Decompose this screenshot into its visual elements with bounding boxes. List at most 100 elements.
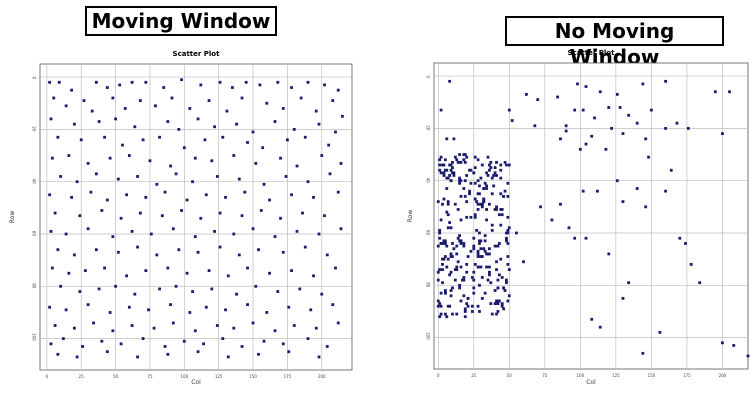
x-tick-label: 175 <box>284 374 292 379</box>
scatter-point <box>459 179 463 183</box>
scatter-point <box>169 303 172 307</box>
scatter-point <box>281 250 285 254</box>
scatter-point <box>493 208 497 211</box>
scatter-point <box>299 96 303 100</box>
scatter-point <box>573 236 577 240</box>
scatter-point <box>177 127 181 131</box>
scatter-point <box>67 271 71 275</box>
scatter-point <box>496 278 500 282</box>
scatter-point <box>218 80 222 84</box>
scatter-point <box>246 303 249 307</box>
scatter-point <box>451 171 454 175</box>
scatter-point <box>136 245 139 249</box>
scatter-point <box>213 229 216 233</box>
scatter-point <box>141 138 145 142</box>
scatter-point <box>503 160 507 164</box>
scatter-point <box>459 160 463 164</box>
scatter-point <box>123 107 127 110</box>
scatter-point <box>147 308 150 312</box>
scatter-point <box>479 239 483 243</box>
scatter-point <box>462 242 466 245</box>
scatter-point <box>536 98 540 102</box>
scatter-point <box>478 242 481 245</box>
scatter-point <box>472 244 476 248</box>
scatter-point <box>50 156 54 160</box>
scatter-point <box>479 202 483 206</box>
scatter-point <box>170 96 174 100</box>
scatter-point <box>507 163 511 167</box>
scatter-point <box>476 192 480 196</box>
scatter-point <box>475 228 479 232</box>
moving-window-heading: Moving Window <box>85 6 277 36</box>
scatter-point <box>155 182 159 186</box>
scatter-point <box>473 155 477 159</box>
scatter-point <box>610 126 614 130</box>
scatter-point <box>290 269 293 273</box>
scatter-point <box>174 172 178 176</box>
scatter-point <box>476 252 480 256</box>
scatter-point <box>510 119 514 122</box>
x-tick-label: 75 <box>542 373 548 378</box>
scatter-points <box>48 78 344 359</box>
scatter-point <box>443 255 447 258</box>
scatter-point <box>698 281 702 285</box>
x-tick-label: 25 <box>79 374 85 379</box>
y-tick-label: 60 <box>426 230 431 236</box>
scatter-point <box>462 276 466 279</box>
scatter-point <box>116 250 120 254</box>
scatter-point <box>226 274 230 278</box>
scatter-point <box>479 265 483 269</box>
scatter-point <box>199 83 203 87</box>
x-tick-label: 100 <box>577 373 585 378</box>
scatter-point <box>133 292 137 296</box>
scatter-point <box>473 213 477 217</box>
scatter-point <box>317 122 321 126</box>
scatter-point <box>257 248 260 252</box>
scatter-point <box>64 308 68 312</box>
scatter-point <box>490 312 494 316</box>
scatter-point <box>468 192 471 196</box>
scatter-point <box>492 184 496 188</box>
scatter-point <box>306 180 310 184</box>
scatter-point <box>232 326 236 330</box>
y-tick-label: 100 <box>426 332 431 340</box>
y-tick-label: 60 <box>32 231 37 237</box>
scatter-point <box>446 304 450 308</box>
scatter-point <box>287 305 291 309</box>
scatter-point <box>506 255 510 258</box>
scatter-point <box>486 278 490 282</box>
scatter-point <box>472 171 476 175</box>
scatter-point <box>207 99 211 103</box>
scatter-point <box>166 120 170 123</box>
scatter-points <box>436 79 750 358</box>
scatter-point <box>72 253 76 257</box>
scatter-point <box>191 290 194 293</box>
scatter-point <box>465 270 469 274</box>
scatter-point <box>485 218 488 222</box>
scatter-point <box>144 195 148 199</box>
scatter-point <box>480 276 484 279</box>
scatter-point <box>479 255 483 258</box>
scatter-point <box>458 234 461 238</box>
x-tick-label: 75 <box>147 374 153 379</box>
scatter-point <box>483 239 487 243</box>
scatter-point <box>476 202 480 206</box>
scatter-point <box>52 96 56 100</box>
scatter-point <box>488 168 491 172</box>
scatter-point <box>438 158 442 162</box>
scatter-point <box>290 193 293 197</box>
scatter-point <box>489 281 493 285</box>
scatter-point <box>488 265 491 269</box>
scatter-point <box>463 179 467 183</box>
scatter-point <box>496 244 500 248</box>
scatter-point <box>56 248 60 252</box>
plot-title: Scatter Plot <box>173 50 221 58</box>
scatter-point <box>273 120 277 123</box>
scatter-point <box>746 354 750 358</box>
scatter-point <box>466 296 470 300</box>
scatter-point <box>301 211 304 215</box>
scatter-point <box>458 153 461 156</box>
scatter-point <box>292 127 296 131</box>
scatter-point <box>149 232 153 236</box>
